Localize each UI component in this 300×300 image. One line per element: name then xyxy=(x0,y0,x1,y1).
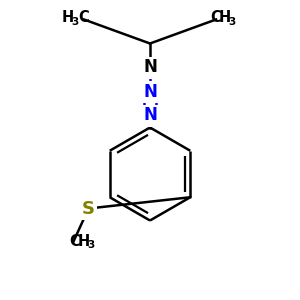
Text: 3: 3 xyxy=(229,17,236,27)
Text: S: S xyxy=(82,200,95,217)
Text: N: N xyxy=(143,106,157,124)
Text: C: C xyxy=(211,11,221,26)
Text: N: N xyxy=(143,58,157,76)
Text: H: H xyxy=(61,11,74,26)
Text: 3: 3 xyxy=(71,17,78,27)
Text: C: C xyxy=(79,11,89,26)
Text: H: H xyxy=(219,11,231,26)
Text: C: C xyxy=(70,234,80,249)
Text: H: H xyxy=(78,234,90,249)
Text: 3: 3 xyxy=(87,240,94,250)
Text: N: N xyxy=(143,82,157,100)
